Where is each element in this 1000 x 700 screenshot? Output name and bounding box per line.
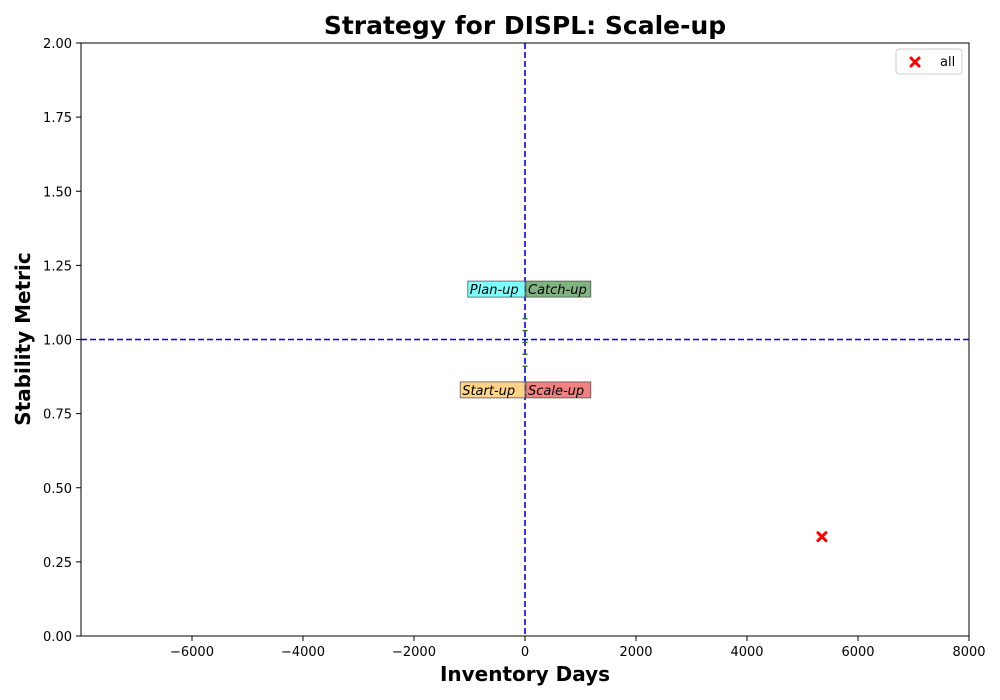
x-tick-label: −2000 [392, 645, 436, 660]
data-point-marker [816, 531, 828, 543]
quadrant-label-catch-up: Catch-up [528, 283, 587, 298]
y-tick-label: 1.25 [43, 259, 72, 274]
x-tick-label: 4000 [730, 645, 763, 660]
y-tick-label: 2.00 [43, 37, 72, 52]
quadrant-label-box [459, 381, 526, 399]
y-tick-label: 0.25 [43, 556, 72, 571]
y-tick-label: 0.50 [43, 482, 72, 497]
x-axis-title: Inventory Days [440, 662, 610, 686]
y-tick-label: 1.75 [43, 111, 72, 126]
y-tick-label: 0.00 [43, 630, 72, 645]
legend: all [895, 48, 963, 75]
quadrant-label-box [525, 381, 592, 399]
legend-label-all: all [940, 55, 955, 70]
x-tick-label: −6000 [170, 645, 214, 660]
y-tick-label: 1.50 [43, 185, 72, 200]
legend-box [895, 48, 963, 75]
quadrant-label-plan-up: Plan-up [470, 283, 519, 298]
x-tick-label: 6000 [841, 645, 874, 660]
y-tick-label: 0.75 [43, 408, 72, 423]
y-tick-label: 1.00 [43, 334, 72, 349]
chart-title: Strategy for DISPL: Scale-up [324, 11, 726, 40]
data-point-all [816, 531, 828, 543]
x-tick-label: −4000 [281, 645, 325, 660]
quadrant-label-scale-up: Scale-up [528, 384, 584, 399]
quadrant-label-box [525, 280, 592, 298]
quadrant-label-start-up: Start-up [462, 384, 515, 399]
x-tick-label: 0 [521, 645, 529, 660]
x-tick-label: 8000 [952, 645, 985, 660]
legend-x-marker [909, 56, 921, 68]
y-axis-title: Stability Metric [11, 252, 35, 426]
x-tick-label: 2000 [619, 645, 652, 660]
quadrant-label-box [467, 280, 526, 298]
legend-marker-all [909, 56, 921, 68]
